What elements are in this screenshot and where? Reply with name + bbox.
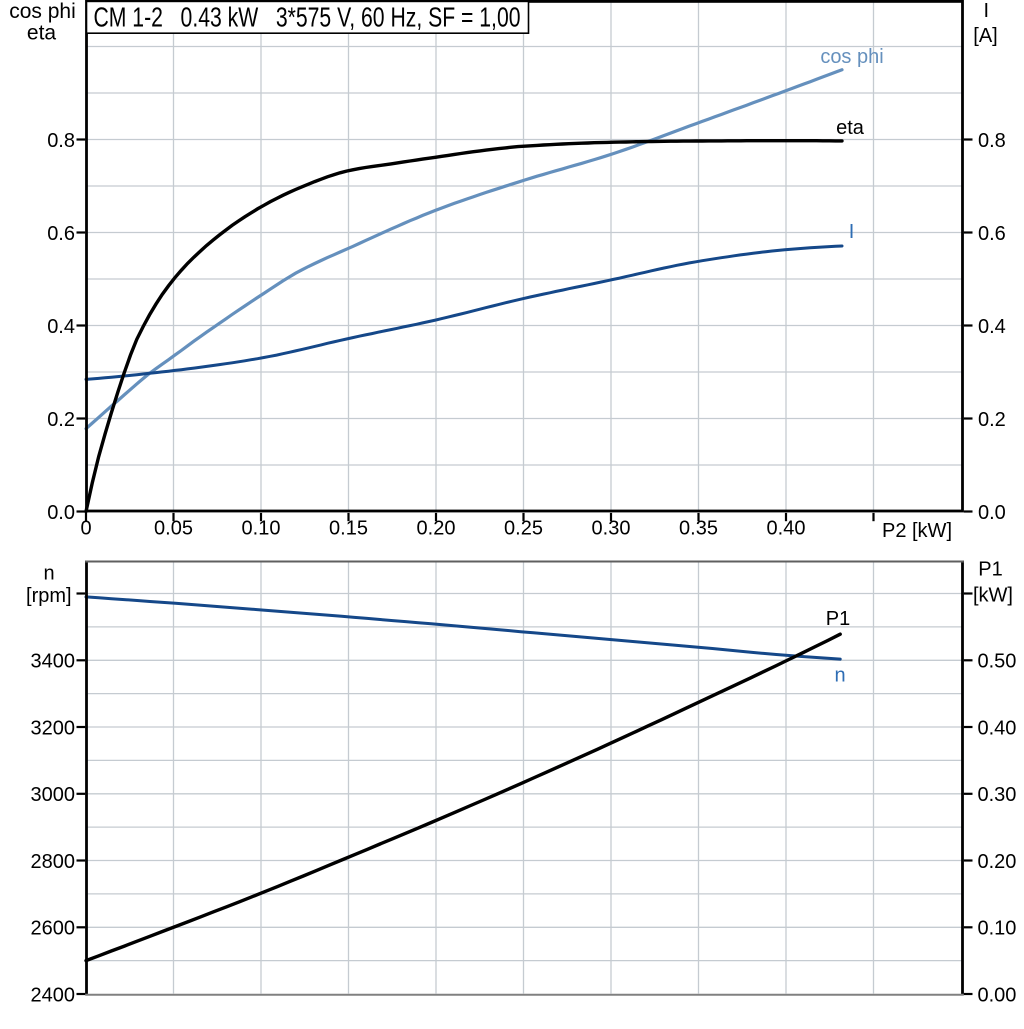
svg-text:[rpm]: [rpm] bbox=[26, 585, 72, 607]
svg-text:0.20: 0.20 bbox=[417, 518, 456, 540]
svg-text:0.25: 0.25 bbox=[504, 518, 543, 540]
svg-text:0.8: 0.8 bbox=[978, 130, 1006, 152]
svg-text:0.2: 0.2 bbox=[47, 409, 75, 431]
svg-text:0.20: 0.20 bbox=[978, 851, 1017, 873]
svg-text:[A]: [A] bbox=[973, 25, 997, 47]
svg-text:P1: P1 bbox=[826, 608, 850, 630]
svg-text:0.35: 0.35 bbox=[679, 518, 718, 540]
svg-text:0.0: 0.0 bbox=[978, 502, 1006, 524]
svg-text:0.30: 0.30 bbox=[978, 784, 1017, 806]
svg-text:0.4: 0.4 bbox=[978, 316, 1006, 338]
svg-text:3000: 3000 bbox=[31, 784, 76, 806]
svg-text:0.4: 0.4 bbox=[47, 316, 75, 338]
svg-text:0.05: 0.05 bbox=[154, 518, 193, 540]
svg-text:I: I bbox=[849, 221, 855, 243]
svg-text:0: 0 bbox=[80, 518, 91, 540]
svg-text:0.15: 0.15 bbox=[329, 518, 368, 540]
svg-text:cos phi: cos phi bbox=[9, 0, 76, 23]
svg-text:0.10: 0.10 bbox=[978, 918, 1017, 940]
svg-text:0.10: 0.10 bbox=[242, 518, 281, 540]
svg-text:n: n bbox=[43, 563, 54, 585]
svg-text:0.00: 0.00 bbox=[978, 984, 1017, 1006]
svg-text:0.40: 0.40 bbox=[767, 518, 806, 540]
svg-text:0.40: 0.40 bbox=[978, 717, 1017, 739]
svg-text:0.2: 0.2 bbox=[978, 409, 1006, 431]
svg-text:n: n bbox=[834, 664, 845, 686]
svg-text:P1: P1 bbox=[978, 559, 1002, 581]
svg-text:[kW]: [kW] bbox=[973, 585, 1013, 607]
svg-text:2600: 2600 bbox=[31, 918, 76, 940]
svg-text:eta: eta bbox=[836, 117, 865, 139]
svg-text:0.6: 0.6 bbox=[47, 223, 75, 245]
svg-text:0.8: 0.8 bbox=[47, 130, 75, 152]
svg-text:0.0: 0.0 bbox=[47, 502, 75, 524]
svg-text:P2 [kW]: P2 [kW] bbox=[882, 520, 952, 542]
svg-text:eta: eta bbox=[27, 22, 57, 45]
svg-text:0.30: 0.30 bbox=[592, 518, 631, 540]
svg-text:0.6: 0.6 bbox=[978, 223, 1006, 245]
svg-text:3200: 3200 bbox=[31, 717, 76, 739]
svg-text:0.50: 0.50 bbox=[978, 651, 1017, 673]
svg-text:2800: 2800 bbox=[31, 851, 76, 873]
svg-text:CM 1-2 0.43 kW 3*575 V, 60: CM 1-2 0.43 kW 3*575 V, 60 Hz, SF = 1,00 bbox=[94, 2, 521, 33]
svg-text:3400: 3400 bbox=[31, 651, 76, 673]
svg-text:2400: 2400 bbox=[31, 984, 76, 1006]
svg-text:I: I bbox=[984, 0, 990, 22]
svg-text:cos phi: cos phi bbox=[820, 46, 883, 68]
